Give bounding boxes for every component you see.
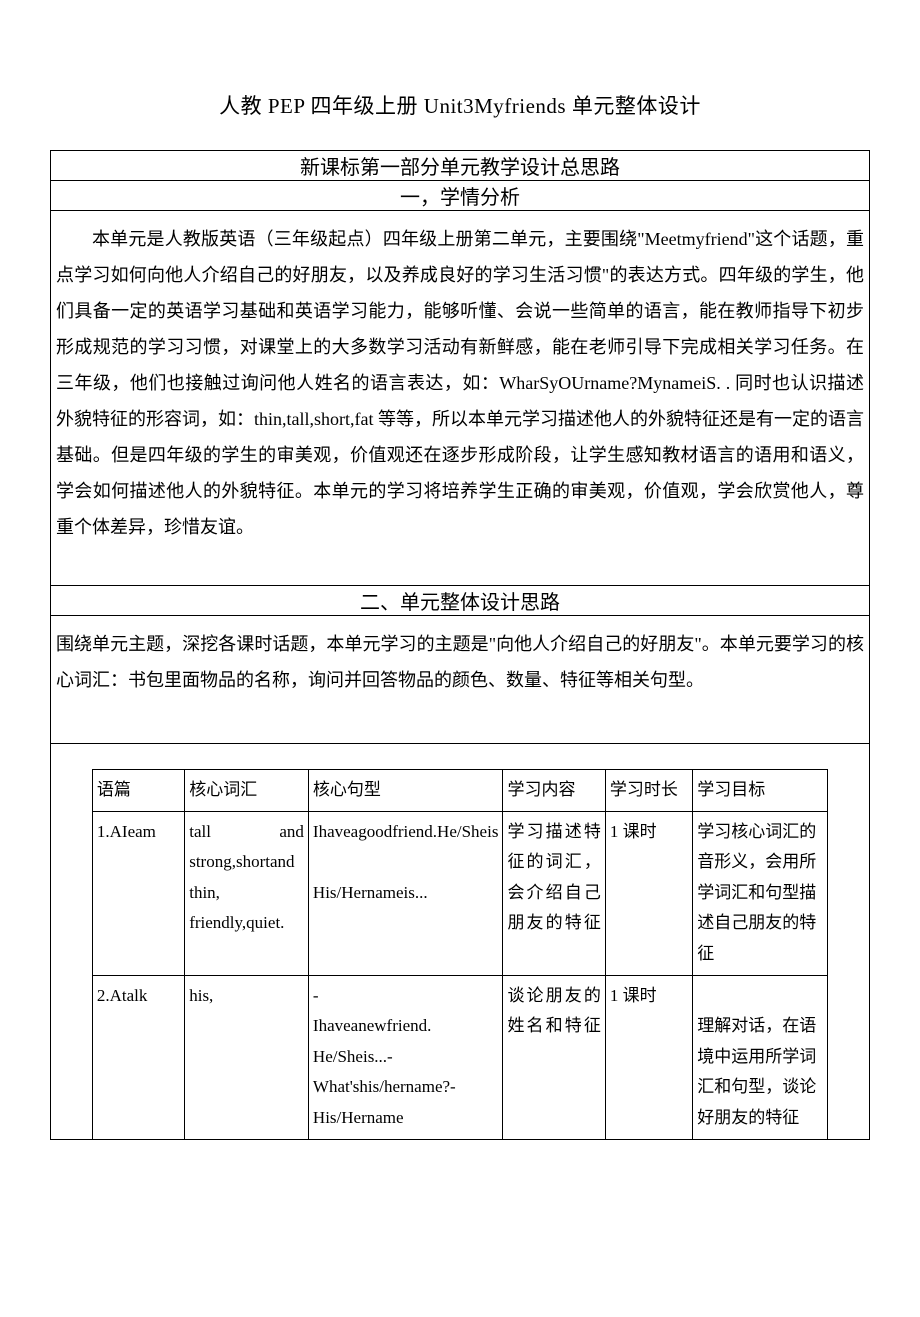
td-sentence: - Ihaveanewfriend. He/Sheis...- What'shi… — [308, 975, 503, 1138]
table-row: 1.AIeam tall and strong,shortand thin, f… — [92, 811, 827, 975]
td-content: 谈论朋友的姓名和特征 — [503, 975, 605, 1138]
th-sentence: 核心句型 — [308, 770, 503, 812]
th-duration: 学习时长 — [605, 770, 692, 812]
section-2-header: 二、单元整体设计思路 — [51, 586, 870, 616]
td-goal: 学习核心词汇的音形义，会用所学词汇和句型描述自己朋友的特征 — [693, 811, 828, 975]
section-2-body: 围绕单元主题，深挖各课时话题，本单元学习的主题是"向他人介绍自己的好朋友"。本单… — [51, 616, 869, 743]
th-goal: 学习目标 — [693, 770, 828, 812]
td-duration: 1 课时 — [605, 975, 692, 1138]
td-vocab: tall and strong,shortand thin, friendly,… — [185, 811, 309, 975]
section-1-body: 本单元是人教版英语（三年级起点）四年级上册第二单元，主要围绕"Meetmyfri… — [51, 211, 869, 585]
th-passage: 语篇 — [92, 770, 184, 812]
section-1-subheader: 一，学情分析 — [51, 181, 870, 211]
document-title: 人教 PEP 四年级上册 Unit3Myfriends 单元整体设计 — [50, 90, 870, 120]
section-1-body-cell: 本单元是人教版英语（三年级起点）四年级上册第二单元，主要围绕"Meetmyfri… — [51, 211, 870, 586]
td-vocab: his, — [185, 975, 309, 1138]
td-passage: 1.AIeam — [92, 811, 184, 975]
main-section-table: 新课标第一部分单元教学设计总思路 一，学情分析 本单元是人教版英语（三年级起点）… — [50, 150, 870, 744]
curriculum-table: 语篇 核心词汇 核心句型 学习内容 学习时长 学习目标 1.AIeam tall… — [92, 769, 828, 1139]
td-goal: 理解对话，在语境中运用所学词汇和句型，谈论好朋友的特征 — [693, 975, 828, 1138]
section-1-header: 新课标第一部分单元教学设计总思路 — [51, 151, 870, 181]
table-header-row: 语篇 核心词汇 核心句型 学习内容 学习时长 学习目标 — [92, 770, 827, 812]
td-sentence: Ihaveagoodfriend.He/Sheis His/Hernameis.… — [308, 811, 503, 975]
th-vocab: 核心词汇 — [185, 770, 309, 812]
td-duration: 1 课时 — [605, 811, 692, 975]
table-row: 2.Atalk his, - Ihaveanewfriend. He/Sheis… — [92, 975, 827, 1138]
td-content: 学习描述特征的词汇，会介绍自己朋友的特征 — [503, 811, 605, 975]
inner-table-container: 语篇 核心词汇 核心句型 学习内容 学习时长 学习目标 1.AIeam tall… — [50, 744, 870, 1140]
section-2-body-cell: 围绕单元主题，深挖各课时话题，本单元学习的主题是"向他人介绍自己的好朋友"。本单… — [51, 616, 870, 744]
td-passage: 2.Atalk — [92, 975, 184, 1138]
th-content: 学习内容 — [503, 770, 605, 812]
